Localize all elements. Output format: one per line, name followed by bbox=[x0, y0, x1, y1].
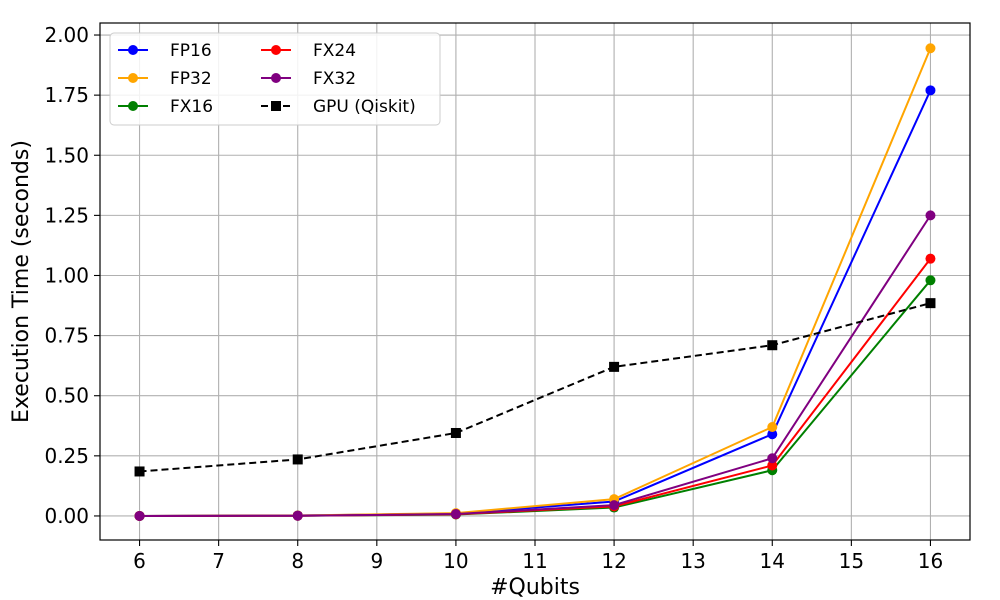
legend-item: FP32 bbox=[118, 69, 212, 89]
data-point bbox=[609, 500, 620, 511]
data-point-square bbox=[925, 298, 936, 309]
y-tick-label: 2.00 bbox=[44, 23, 89, 47]
y-tick-label: 1.50 bbox=[44, 143, 89, 167]
x-tick-label: 7 bbox=[212, 549, 225, 573]
y-tick-label: 0.00 bbox=[44, 504, 89, 528]
y-axis-label: Execution Time (seconds) bbox=[9, 140, 34, 423]
data-point bbox=[925, 85, 936, 96]
data-point-square bbox=[609, 361, 620, 372]
legend: FP16 FP32 FX16 FX24 FX32 GPU (Qiskit) bbox=[109, 32, 441, 126]
data-point-square bbox=[292, 454, 303, 465]
x-tick-label: 16 bbox=[918, 549, 943, 573]
data-point bbox=[767, 453, 778, 464]
data-point-square bbox=[767, 340, 778, 351]
data-point-square bbox=[450, 427, 461, 438]
data-point bbox=[925, 253, 936, 264]
series-line bbox=[139, 302, 931, 473]
y-tick-label: 1.25 bbox=[44, 203, 89, 227]
legend-label: FP32 bbox=[170, 69, 212, 89]
legend-label: FX24 bbox=[313, 41, 356, 61]
data-point-square bbox=[271, 101, 281, 111]
data-point-square bbox=[134, 466, 145, 477]
series-group bbox=[134, 43, 936, 521]
data-point bbox=[292, 510, 303, 521]
x-tick-label: 11 bbox=[522, 549, 547, 573]
x-tick-label: 9 bbox=[370, 549, 383, 573]
data-point bbox=[767, 421, 778, 432]
axis-ticks: 6 7 8 9 10 11 12 13 14 15 16 0.00 0.25 0.50 0.75 1.00 1.… bbox=[44, 23, 943, 573]
series-fx32 bbox=[134, 210, 936, 521]
data-point bbox=[767, 460, 778, 471]
data-point bbox=[767, 429, 778, 440]
y-tick-label: 0.25 bbox=[44, 444, 89, 468]
legend-item: GPU (Qiskit) bbox=[261, 97, 416, 117]
x-tick-label: 14 bbox=[760, 549, 785, 573]
legend-item: FX16 bbox=[118, 97, 213, 117]
y-tick-label: 0.75 bbox=[44, 324, 89, 348]
data-point bbox=[271, 45, 281, 55]
data-point bbox=[925, 43, 936, 54]
x-tick-label: 15 bbox=[839, 549, 864, 573]
x-tick-label: 8 bbox=[291, 549, 304, 573]
legend-item: FP16 bbox=[118, 41, 212, 61]
data-point bbox=[128, 45, 138, 55]
x-tick-label: 12 bbox=[601, 549, 626, 573]
data-point bbox=[925, 210, 936, 221]
legend-label: FX16 bbox=[170, 97, 213, 117]
series-gpu-qiskit bbox=[134, 298, 936, 477]
data-point bbox=[128, 73, 138, 83]
x-tick-label: 10 bbox=[443, 549, 468, 573]
x-axis-label: #Qubits bbox=[490, 575, 580, 600]
x-tick-label: 6 bbox=[133, 549, 146, 573]
y-tick-label: 0.50 bbox=[44, 384, 89, 408]
data-point bbox=[450, 509, 461, 520]
legend-item: FX32 bbox=[261, 69, 356, 89]
data-point bbox=[925, 275, 936, 286]
data-point bbox=[134, 510, 145, 521]
legend-label: GPU (Qiskit) bbox=[313, 97, 416, 117]
y-tick-label: 1.00 bbox=[44, 263, 89, 287]
legend-label: FX32 bbox=[313, 69, 356, 89]
data-point bbox=[271, 73, 281, 83]
data-point bbox=[128, 101, 138, 111]
series-line bbox=[139, 214, 932, 517]
y-tick-label: 1.75 bbox=[44, 83, 89, 107]
legend-item: FX24 bbox=[261, 41, 356, 61]
legend-label: FP16 bbox=[170, 41, 212, 61]
x-tick-label: 13 bbox=[680, 549, 705, 573]
